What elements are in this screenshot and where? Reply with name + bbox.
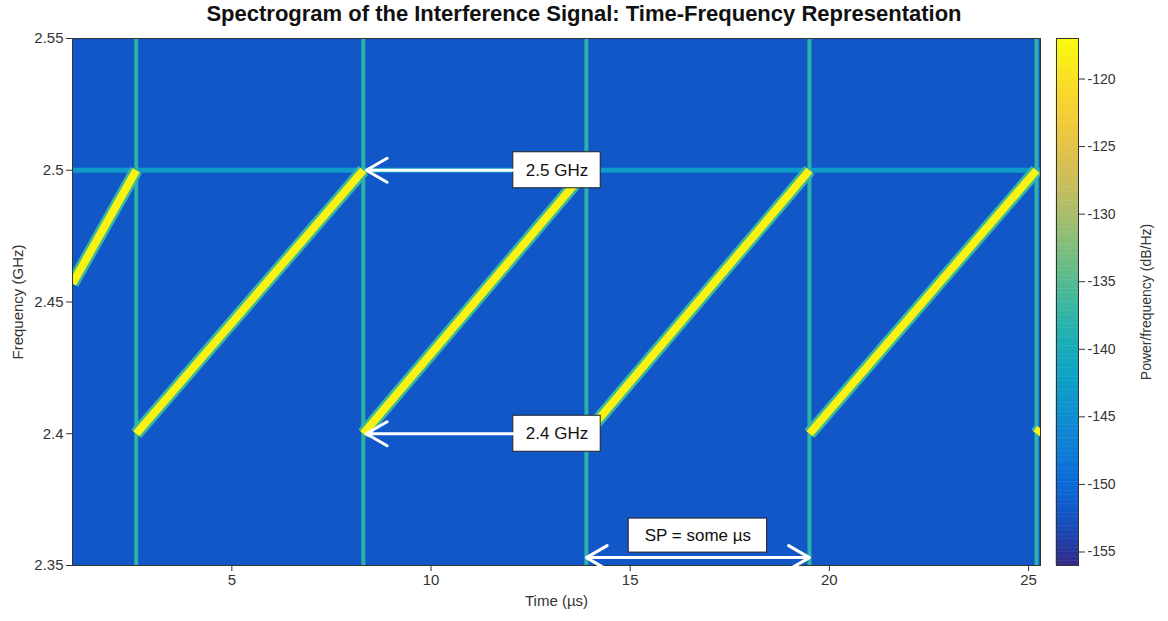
svg-text:SP = some µs: SP = some µs (645, 526, 751, 545)
svg-text:2.5: 2.5 (43, 161, 64, 178)
svg-text:15: 15 (622, 571, 639, 588)
svg-text:Time (µs): Time (µs) (525, 592, 588, 609)
html-text:Spectrogram of the Interferenc: Spectrogram of the Interference Signal: … (206, 1, 962, 26)
svg-text:Frequency (GHz): Frequency (GHz) (9, 244, 26, 359)
svg-text:2.5 GHz: 2.5 GHz (526, 161, 588, 180)
svg-text:-130: -130 (1088, 206, 1116, 222)
svg-text:2.4 GHz: 2.4 GHz (526, 424, 588, 443)
svg-text:10: 10 (423, 571, 440, 588)
svg-text:2.45: 2.45 (34, 293, 63, 310)
svg-text:25: 25 (1020, 571, 1037, 588)
svg-text:Power/frequency (dB/Hz): Power/frequency (dB/Hz) (1138, 224, 1154, 380)
svg-text:-135: -135 (1088, 273, 1116, 289)
svg-text:-150: -150 (1088, 476, 1116, 492)
svg-text:-120: -120 (1088, 71, 1116, 87)
svg-text:-145: -145 (1088, 408, 1116, 424)
svg-text:-155: -155 (1088, 543, 1116, 559)
svg-text:-140: -140 (1088, 341, 1116, 357)
svg-text:2.35: 2.35 (34, 556, 63, 573)
svg-text:2.4: 2.4 (43, 425, 64, 442)
svg-text:20: 20 (821, 571, 838, 588)
svg-text:2.55: 2.55 (34, 29, 63, 46)
svg-text:-125: -125 (1088, 138, 1116, 154)
svg-text:5: 5 (228, 571, 236, 588)
